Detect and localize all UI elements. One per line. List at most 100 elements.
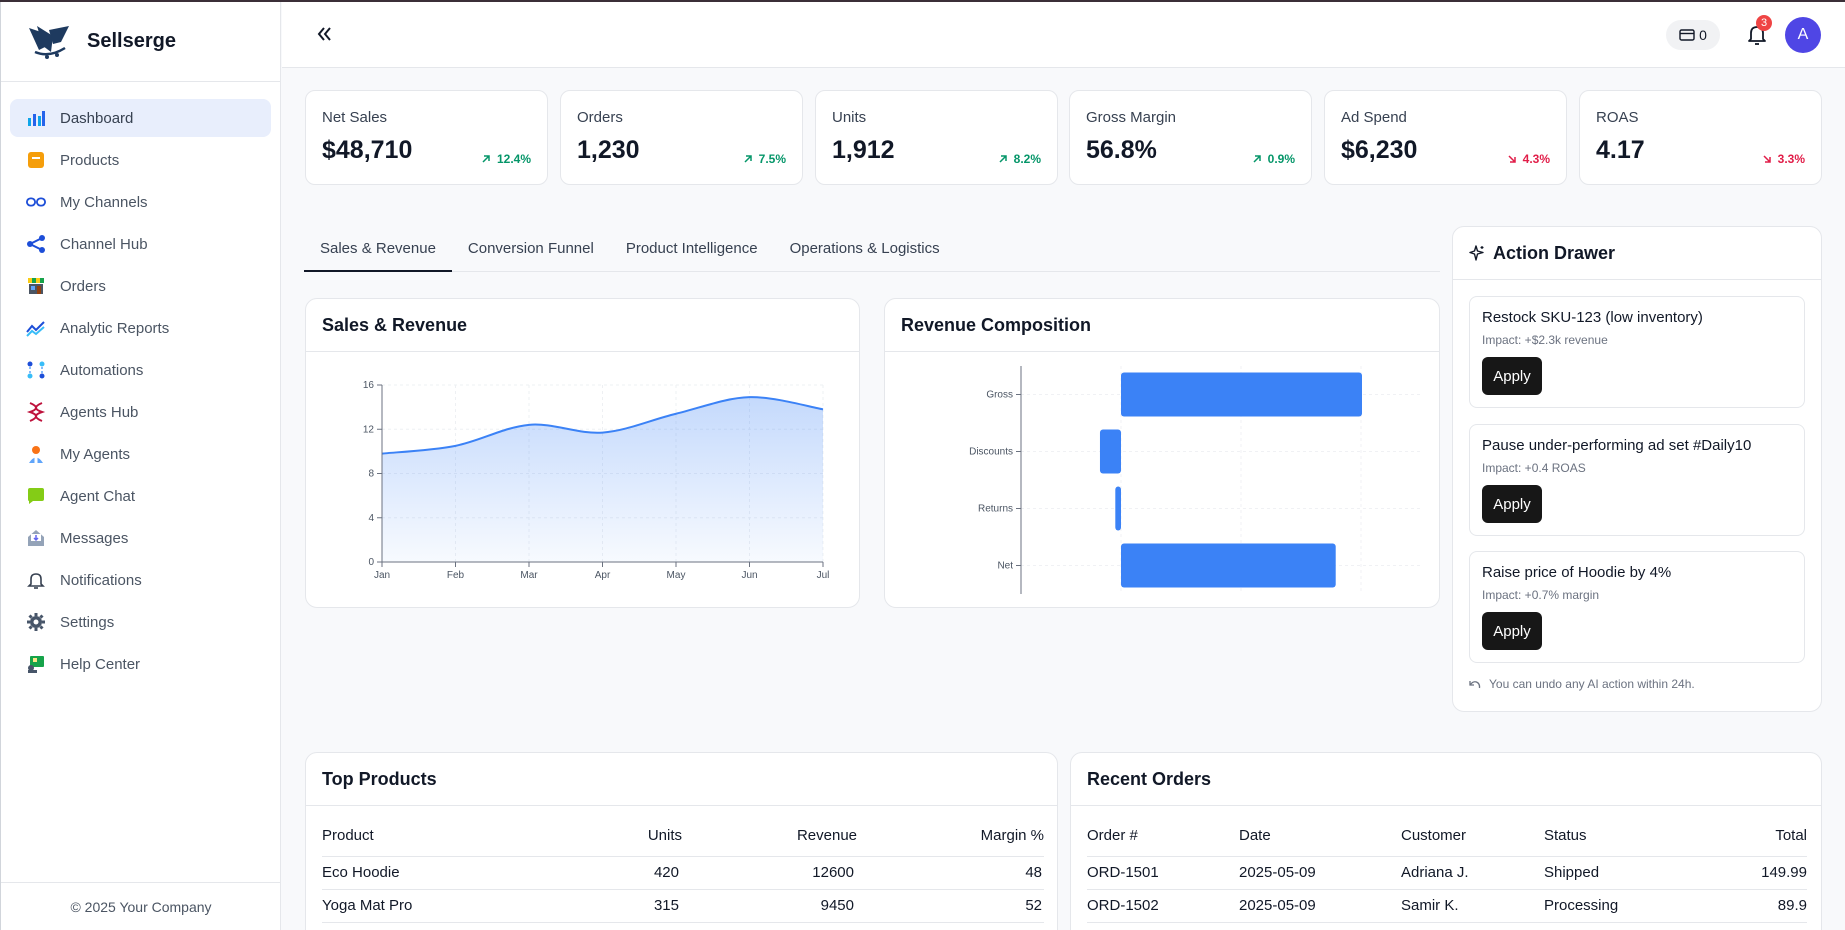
tab-operations-logistics[interactable]: Operations & Logistics <box>789 240 940 257</box>
table-row[interactable]: ORD-1501 2025-05-09 Adriana J. Shipped 1… <box>1087 856 1807 890</box>
kpi-label: Gross Margin <box>1086 109 1177 126</box>
double-chevron-left-icon <box>317 27 331 41</box>
undo-note-text: You can undo any AI action within 24h. <box>1489 677 1695 691</box>
sidebar-item-automations[interactable]: Automations <box>10 351 271 389</box>
sidebar-item-analytic-reports[interactable]: Analytic Reports <box>10 309 271 347</box>
x-tick-label: May <box>667 570 686 581</box>
x-tick-label: Apr <box>595 570 611 581</box>
sidebar-item-dashboard[interactable]: Dashboard <box>10 99 271 137</box>
action-impact: Impact: +0.7% margin <box>1482 588 1600 602</box>
y-tick-label: Gross <box>986 390 1013 401</box>
column-header[interactable]: Customer <box>1401 816 1544 857</box>
column-header[interactable]: Order # <box>1087 816 1239 857</box>
kpi-label: Net Sales <box>322 109 388 126</box>
table-cell: Adriana J. <box>1401 856 1544 890</box>
y-tick-label: 12 <box>363 424 375 435</box>
column-header[interactable]: Total <box>1684 816 1807 857</box>
x-tick-label: Jun <box>741 570 757 581</box>
sidebar-item-messages[interactable]: Messages <box>10 519 271 557</box>
sidebar-item-my-agents[interactable]: My Agents <box>10 435 271 473</box>
table-row[interactable]: Eco Hoodie 420 12600 48 <box>322 856 1044 890</box>
sidebar-item-help-center[interactable]: Help Center <box>10 645 271 683</box>
kpi-label: Orders <box>577 109 623 126</box>
sidebar-item-label: Notifications <box>60 571 142 589</box>
share-icon <box>26 234 46 254</box>
credits-pill[interactable]: 0 <box>1666 20 1720 50</box>
sidebar-item-products[interactable]: Products <box>10 141 271 179</box>
sidebar-item-my-channels[interactable]: My Channels <box>10 183 271 221</box>
tab-conversion-funnel[interactable]: Conversion Funnel <box>467 240 594 257</box>
kpi-card-gross-margin[interactable]: Gross Margin 56.8% 0.9% <box>1069 90 1312 185</box>
kpi-card-units[interactable]: Units 1,912 8.2% <box>815 90 1058 185</box>
sidebar-item-label: Orders <box>60 277 106 295</box>
y-tick-label: Returns <box>978 504 1013 515</box>
action-title: Restock SKU-123 (low inventory) <box>1482 309 1703 326</box>
column-header[interactable]: Revenue <box>682 816 857 857</box>
collapse-sidebar-button[interactable] <box>312 22 336 46</box>
y-tick-label: 16 <box>363 380 375 391</box>
column-header[interactable]: Status <box>1544 816 1684 857</box>
area-fill <box>382 397 823 562</box>
logo-icon <box>29 25 69 59</box>
gear-icon <box>26 612 46 632</box>
kpi-card-orders[interactable]: Orders 1,230 7.5% <box>560 90 803 185</box>
card-title: Sales & Revenue <box>306 299 859 352</box>
tab-sales-revenue[interactable]: Sales & Revenue <box>304 228 452 272</box>
apply-button[interactable]: Apply <box>1482 357 1542 395</box>
brand[interactable]: Sellserge <box>1 2 280 82</box>
sidebar-item-label: Dashboard <box>60 109 134 127</box>
sidebar-item-agents-hub[interactable]: Agents Hub <box>10 393 271 431</box>
apply-button[interactable]: Apply <box>1482 612 1542 650</box>
sidebar-nav: Dashboard Products My Channels Channel H… <box>1 82 280 683</box>
column-header[interactable]: Margin % <box>857 816 1044 857</box>
sidebar-item-label: Analytic Reports <box>60 319 170 337</box>
sidebar-item-label: Agent Chat <box>60 487 136 505</box>
kpi-delta-value: 4.3% <box>1522 152 1550 166</box>
sidebar-item-agent-chat[interactable]: Agent Chat <box>10 477 271 515</box>
undo-note: You can undo any AI action within 24h. <box>1469 677 1695 691</box>
brand-name: Sellserge <box>87 30 176 52</box>
kpi-card-ad-spend[interactable]: Ad Spend $6,230 4.3% <box>1324 90 1567 185</box>
table-row[interactable]: ORD-1502 2025-05-09 Samir K. Processing … <box>1087 889 1807 923</box>
sidebar-item-notifications[interactable]: Notifications <box>10 561 271 599</box>
sidebar-item-label: Messages <box>60 529 129 547</box>
column-header[interactable]: Date <box>1239 816 1401 857</box>
apply-button[interactable]: Apply <box>1482 485 1542 523</box>
table-header-row: Product Units Revenue Margin % <box>322 816 1044 857</box>
sidebar-item-settings[interactable]: Settings <box>10 603 271 641</box>
top-products-card: Top Products Product Units Revenue Margi… <box>305 752 1058 930</box>
kpi-card-roas[interactable]: ROAS 4.17 3.3% <box>1579 90 1822 185</box>
column-header[interactable]: Product <box>322 816 572 857</box>
y-tick-label: 0 <box>368 557 374 568</box>
x-tick-label: Jul <box>817 570 830 581</box>
x-tick-label: Jan <box>374 570 390 581</box>
help-icon <box>26 654 46 674</box>
recent-orders-card: Recent Orders Order # Date Customer Stat… <box>1070 752 1822 930</box>
action-title: Pause under-performing ad set #Daily10 <box>1482 437 1752 454</box>
arrow-up-right-icon <box>744 155 752 163</box>
table-cell: ORD-1502 <box>1087 889 1239 923</box>
table-cell: 149.99 <box>1684 856 1807 890</box>
arrow-up-right-icon <box>999 155 1007 163</box>
sidebar-item-label: Agents Hub <box>60 403 139 421</box>
sidebar-item-label: Products <box>60 151 120 169</box>
store-icon <box>26 276 46 296</box>
x-tick-label: Mar <box>520 570 538 581</box>
sidebar-item-orders[interactable]: Orders <box>10 267 271 305</box>
card-title: Top Products <box>306 753 1057 806</box>
table-cell: 420 <box>572 856 682 890</box>
tab-product-intelligence[interactable]: Product Intelligence <box>625 240 758 257</box>
sidebar-item-label: Settings <box>60 613 115 631</box>
undo-icon <box>1469 681 1481 689</box>
card-icon <box>1679 29 1695 41</box>
revenue-composition-chart: Gross Discounts Returns Net <box>969 366 1423 594</box>
kpi-delta-value: 8.2% <box>1013 152 1041 166</box>
table-row[interactable]: Yoga Mat Pro 315 9450 52 <box>322 889 1044 923</box>
kpi-card-net-sales[interactable]: Net Sales $48,710 12.4% <box>305 90 548 185</box>
kpi-delta-value: 12.4% <box>496 152 531 166</box>
sidebar-item-channel-hub[interactable]: Channel Hub <box>10 225 271 263</box>
kpi-value: 1,912 <box>832 136 895 164</box>
kpi-value: 4.17 <box>1596 136 1645 164</box>
avatar[interactable]: A <box>1785 17 1821 53</box>
column-header[interactable]: Units <box>572 816 682 857</box>
